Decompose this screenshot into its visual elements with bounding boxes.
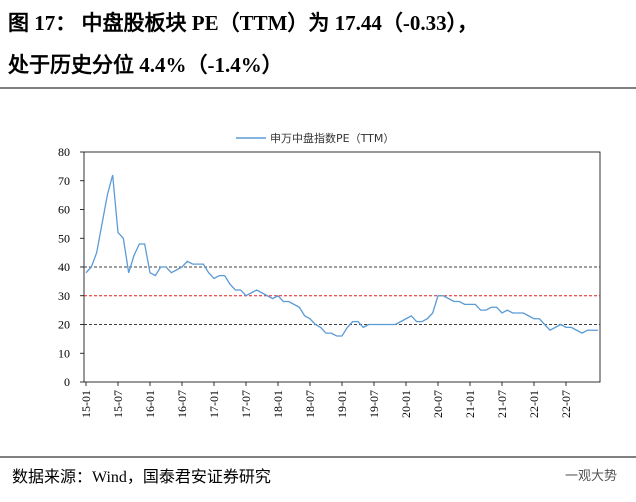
- x-tick-label: 19-01: [335, 390, 349, 418]
- y-tick-label: 70: [58, 174, 70, 188]
- y-tick-label: 80: [58, 145, 70, 159]
- source: 数据来源：Wind，国泰君安证券研究: [12, 468, 271, 486]
- legend-label: 申万中盘指数PE（TTM）: [270, 131, 394, 145]
- watermark: 一观大势: [565, 468, 617, 484]
- series-line: [85, 174, 598, 337]
- x-tick-label: 18-01: [271, 390, 285, 418]
- x-tick-label: 19-07: [367, 390, 381, 418]
- x-tick-label: 17-01: [207, 390, 221, 418]
- x-tick-label: 16-07: [175, 390, 189, 418]
- y-tick-label: 40: [58, 260, 70, 274]
- x-tick-label: 20-01: [399, 390, 413, 418]
- chart-subtitle: 处于历史分位 4.4%（-1.4%）: [7, 53, 283, 77]
- y-tick-label: 50: [58, 231, 70, 245]
- x-tick-label: 20-07: [431, 390, 445, 418]
- x-tick-label: 22-07: [559, 390, 573, 418]
- x-tick-label: 15-07: [111, 390, 125, 418]
- x-tick-label: 22-01: [527, 390, 541, 418]
- x-tick-label: 17-07: [239, 390, 253, 418]
- y-tick-label: 10: [58, 346, 70, 360]
- x-tick-label: 21-01: [463, 390, 477, 418]
- y-tick-label: 20: [58, 318, 70, 332]
- y-tick-label: 60: [58, 203, 70, 217]
- x-tick-label: 15-01: [79, 390, 93, 418]
- x-tick-label: 16-01: [143, 390, 157, 418]
- y-tick-label: 30: [58, 289, 70, 303]
- x-tick-label: 18-07: [303, 390, 317, 418]
- x-tick-label: 21-07: [495, 390, 509, 418]
- y-tick-label: 0: [64, 375, 70, 389]
- chart-title: 图 17： 中盘股板块 PE（TTM）为 17.44（-0.33），: [8, 11, 478, 35]
